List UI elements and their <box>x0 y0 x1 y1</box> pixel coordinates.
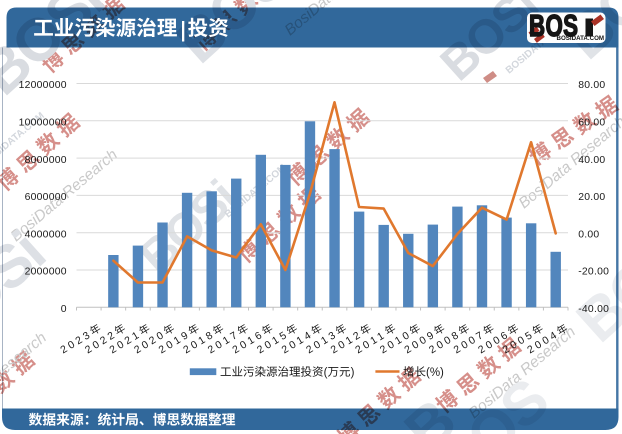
svg-text:-40.00: -40.00 <box>578 304 609 315</box>
svg-text:6000000: 6000000 <box>25 192 67 203</box>
svg-text:4000000: 4000000 <box>25 229 67 240</box>
svg-text:-20.00: -20.00 <box>578 267 609 278</box>
svg-text:8000000: 8000000 <box>25 155 67 166</box>
svg-text:10000000: 10000000 <box>19 118 67 129</box>
svg-text:20.00: 20.00 <box>578 192 605 203</box>
svg-text:(%): (%) <box>426 367 444 379</box>
svg-text:BOS: BOS <box>529 9 578 43</box>
svg-text:60.00: 60.00 <box>578 118 605 129</box>
svg-text:(: ( <box>324 367 328 379</box>
svg-text:80.00: 80.00 <box>578 80 605 91</box>
svg-text:BOSIDATA.COM: BOSIDATA.COM <box>557 35 605 42</box>
svg-text:0: 0 <box>61 304 67 315</box>
svg-text:0.00: 0.00 <box>578 229 599 240</box>
svg-text:2000000: 2000000 <box>25 267 67 278</box>
svg-text:40.00: 40.00 <box>578 155 605 166</box>
svg-text:): ) <box>351 367 355 379</box>
svg-text:12000000: 12000000 <box>19 80 67 91</box>
